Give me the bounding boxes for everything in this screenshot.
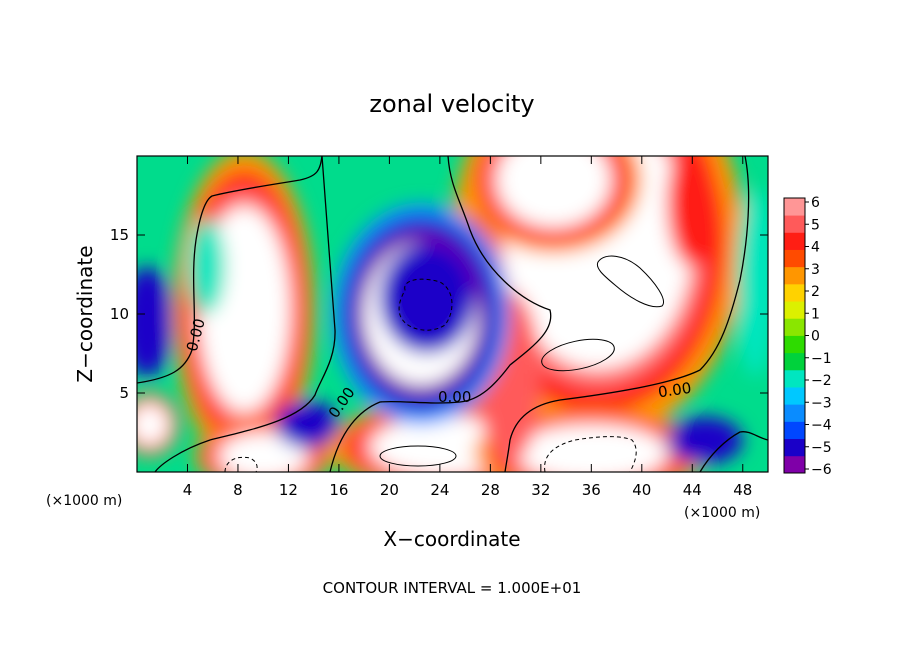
colorbar-swatch	[784, 387, 805, 405]
dashed-contour	[224, 456, 258, 472]
x-unit-label-right: (×1000 m)	[684, 505, 760, 521]
colorbar-tick-label: 0	[811, 329, 820, 345]
closed-contour	[596, 255, 664, 308]
colorbar-tick-label: −4	[811, 418, 832, 434]
x-tick-label: 4	[183, 481, 193, 499]
contour-interval-note: CONTOUR INTERVAL = 1.000E+01	[323, 579, 582, 597]
colorbar-ticks: 6 5 4 3 2 1 0 −1 −2 −3 −4 −5 −6	[805, 195, 832, 478]
plot-area: 0.00 0.00 0.00 0.00	[137, 156, 768, 472]
solid-closed-contours	[379, 255, 664, 467]
dashed-contours	[224, 278, 637, 472]
colorbar-tick-label: 6	[811, 195, 820, 211]
colorbar-swatch	[784, 198, 805, 216]
colorbar-swatch	[784, 266, 805, 285]
colorbar-tick-label: 1	[811, 306, 820, 322]
colorbar-tick-label: 4	[811, 240, 820, 256]
colorbar-tick-label: −1	[811, 351, 832, 367]
field-region	[736, 187, 768, 378]
colorbar-swatch	[784, 404, 805, 422]
x-axis-label: X−coordinate	[383, 527, 520, 551]
y-tick-label: 15	[110, 226, 129, 244]
x-tick-label: 36	[582, 481, 601, 499]
zero-contour	[137, 156, 323, 384]
velocity-field	[137, 156, 768, 472]
field-region	[187, 219, 226, 314]
colorbar-swatch	[784, 215, 805, 233]
field-region	[379, 242, 476, 354]
chart-title: zonal velocity	[369, 90, 534, 118]
field-region	[667, 416, 743, 465]
colorbar	[784, 198, 805, 474]
contour-label: 0.00	[438, 388, 471, 406]
zero-contour	[154, 156, 336, 472]
colorbar-tick-label: −3	[811, 395, 832, 411]
colorbar-swatch	[784, 369, 805, 388]
y-axis: 5 10 15	[110, 226, 768, 402]
colorbar-swatch	[784, 249, 805, 268]
dashed-contour	[544, 436, 637, 472]
field-region	[515, 424, 668, 472]
zero-contour	[699, 431, 768, 472]
field-region	[137, 266, 173, 378]
closed-contour	[379, 445, 457, 467]
field-region	[496, 156, 611, 228]
x-tick-label: 32	[531, 481, 550, 499]
closed-contour	[541, 338, 615, 372]
colorbar-swatch	[784, 318, 805, 336]
x-axis: 4 8 12 16 20 24 28 32 36 40 44 48	[183, 156, 752, 499]
colorbar-tick-label: −6	[811, 462, 832, 478]
colorbar-swatch	[784, 301, 805, 319]
colorbar-tick-label: 3	[811, 262, 820, 278]
contour-label: 0.00	[657, 379, 693, 401]
x-tick-label: 44	[683, 481, 702, 499]
colorbar-swatch	[784, 421, 805, 440]
x-tick-label: 20	[380, 481, 399, 499]
x-tick-label: 12	[279, 481, 298, 499]
colorbar-swatch	[784, 283, 805, 302]
zero-contour	[504, 156, 750, 472]
colorbar-swatch	[784, 455, 805, 474]
x-tick-label: 28	[481, 481, 500, 499]
colorbar-swatch	[784, 232, 805, 250]
x-tick-label: 40	[632, 481, 651, 499]
x-tick-label: 8	[233, 481, 243, 499]
field-region	[275, 400, 339, 449]
y-axis-label: Z−coordinate	[73, 245, 97, 382]
colorbar-tick-label: −2	[811, 373, 832, 389]
x-tick-label: 16	[329, 481, 348, 499]
colorbar-swatch	[784, 335, 805, 354]
colorbar-swatch	[784, 438, 805, 457]
zero-contour	[329, 156, 552, 472]
y-tick-label: 5	[119, 384, 129, 402]
dashed-contour	[398, 278, 453, 331]
colorbar-tick-label: −5	[811, 440, 832, 456]
x-unit-label-left: (×1000 m)	[46, 493, 122, 509]
field-region	[667, 156, 718, 267]
x-tick-label: 48	[733, 481, 752, 499]
field-region	[137, 404, 169, 446]
x-tick-label: 24	[430, 481, 449, 499]
zero-contours	[137, 156, 768, 472]
colorbar-tick-label: 5	[811, 217, 820, 233]
colorbar-swatch	[784, 352, 805, 371]
colorbar-tick-label: 2	[811, 284, 820, 300]
y-tick-label: 10	[110, 305, 129, 323]
field-region	[219, 432, 308, 472]
